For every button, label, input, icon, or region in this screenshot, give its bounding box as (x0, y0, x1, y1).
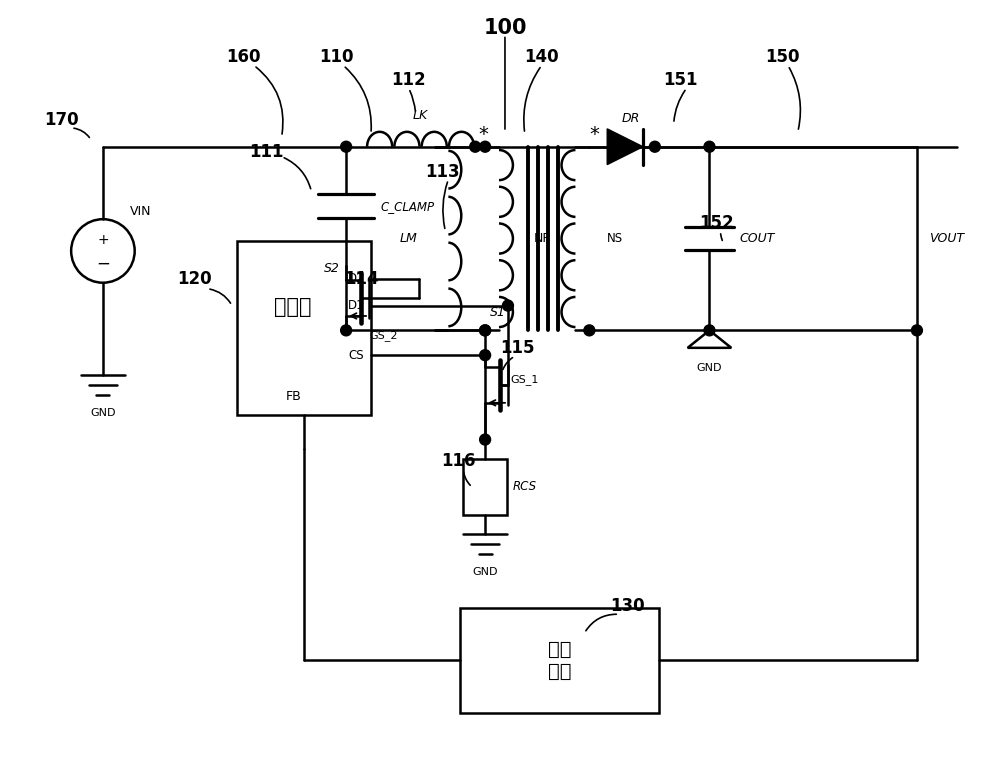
Text: GS_2: GS_2 (369, 331, 397, 341)
Text: LK: LK (413, 109, 428, 122)
Text: D2: D2 (347, 272, 364, 285)
Bar (463, 459, 507, 515)
Text: *: * (478, 326, 488, 345)
Text: 控制器: 控制器 (274, 297, 312, 317)
Text: C_CLAMP: C_CLAMP (381, 200, 435, 213)
Circle shape (704, 141, 715, 152)
Text: −: − (96, 255, 110, 273)
Circle shape (502, 300, 513, 311)
Text: *: * (589, 125, 599, 144)
Text: NS: NS (607, 232, 623, 245)
Polygon shape (688, 331, 731, 348)
Text: 151: 151 (663, 71, 698, 89)
Circle shape (341, 325, 352, 336)
Text: FB: FB (285, 391, 301, 404)
Circle shape (480, 434, 491, 445)
Text: D1: D1 (347, 299, 364, 312)
Text: 100: 100 (483, 17, 527, 37)
Circle shape (911, 325, 922, 336)
Circle shape (341, 141, 352, 152)
Text: 130: 130 (610, 597, 644, 616)
Text: 170: 170 (44, 111, 79, 129)
Bar (460, 608, 659, 713)
Text: LM: LM (400, 232, 418, 245)
Bar (237, 241, 371, 415)
Circle shape (480, 325, 491, 336)
Text: VOUT: VOUT (929, 232, 964, 245)
Text: 120: 120 (177, 270, 212, 288)
Text: +: + (97, 233, 109, 247)
Circle shape (470, 141, 481, 152)
Text: GS_1: GS_1 (510, 375, 538, 385)
Text: S2: S2 (324, 262, 340, 275)
Text: CS: CS (348, 349, 364, 362)
Text: COUT: COUT (739, 232, 775, 245)
Text: 111: 111 (249, 143, 284, 160)
Text: 160: 160 (227, 49, 261, 66)
Text: GND: GND (90, 408, 116, 418)
Text: 隔离
反馈: 隔离 反馈 (548, 640, 571, 681)
Text: S1: S1 (490, 306, 506, 319)
Text: 140: 140 (524, 49, 559, 66)
Text: 112: 112 (391, 71, 426, 89)
Circle shape (480, 141, 491, 152)
Text: GND: GND (697, 363, 722, 373)
Text: VIN: VIN (130, 204, 151, 218)
Circle shape (704, 325, 715, 336)
Text: 116: 116 (441, 452, 476, 470)
Text: 110: 110 (319, 49, 353, 66)
Text: 115: 115 (501, 339, 535, 357)
Text: DR: DR (622, 112, 640, 125)
Circle shape (649, 141, 660, 152)
Circle shape (584, 325, 595, 336)
Text: GND: GND (472, 567, 498, 577)
Circle shape (480, 350, 491, 361)
Text: 152: 152 (699, 214, 734, 232)
Circle shape (480, 325, 491, 336)
Text: 113: 113 (425, 163, 460, 181)
Text: NP: NP (534, 232, 551, 245)
Text: RCS: RCS (513, 480, 537, 493)
Polygon shape (607, 129, 643, 165)
Text: *: * (478, 125, 488, 144)
Text: 114: 114 (344, 270, 378, 288)
Text: 150: 150 (766, 49, 800, 66)
